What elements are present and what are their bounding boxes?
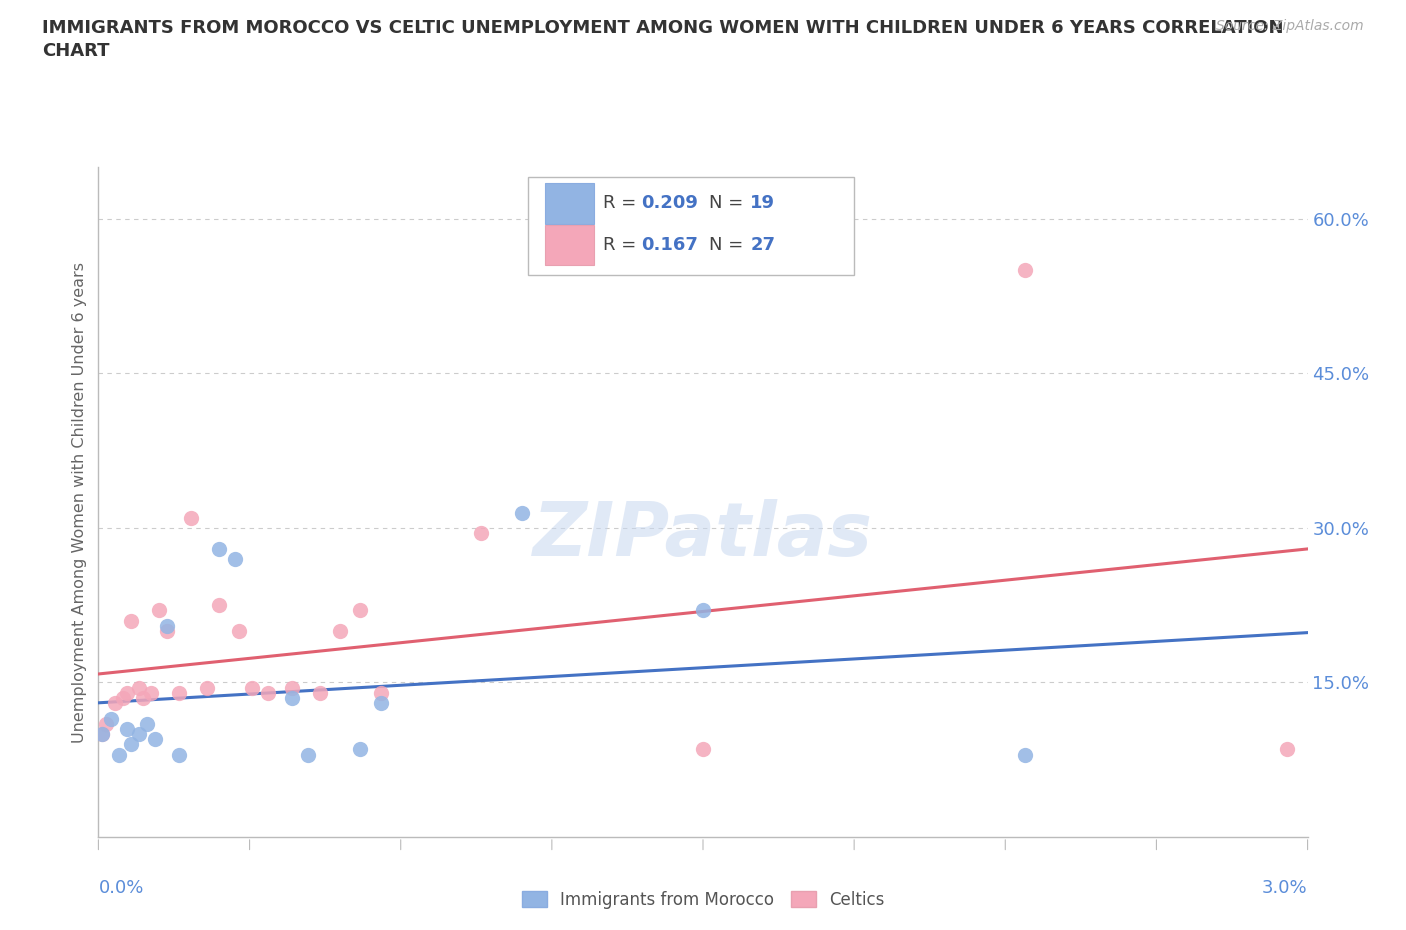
FancyBboxPatch shape [544,224,595,265]
Legend: Immigrants from Morocco, Celtics: Immigrants from Morocco, Celtics [515,884,891,916]
Text: 19: 19 [751,194,775,212]
Text: 0.167: 0.167 [641,235,699,254]
FancyBboxPatch shape [544,183,595,224]
Text: ZIPatlas: ZIPatlas [533,499,873,572]
Text: 0.0%: 0.0% [98,879,143,897]
Text: N =: N = [709,235,749,254]
Text: 0.209: 0.209 [641,194,699,212]
Y-axis label: Unemployment Among Women with Children Under 6 years: Unemployment Among Women with Children U… [72,261,87,743]
Text: 3.0%: 3.0% [1263,879,1308,897]
Text: 27: 27 [751,235,775,254]
Text: R =: R = [603,194,641,212]
Text: Source: ZipAtlas.com: Source: ZipAtlas.com [1216,19,1364,33]
Text: IMMIGRANTS FROM MOROCCO VS CELTIC UNEMPLOYMENT AMONG WOMEN WITH CHILDREN UNDER 6: IMMIGRANTS FROM MOROCCO VS CELTIC UNEMPL… [42,19,1284,60]
Text: N =: N = [709,194,749,212]
Text: R =: R = [603,235,647,254]
FancyBboxPatch shape [527,178,855,274]
